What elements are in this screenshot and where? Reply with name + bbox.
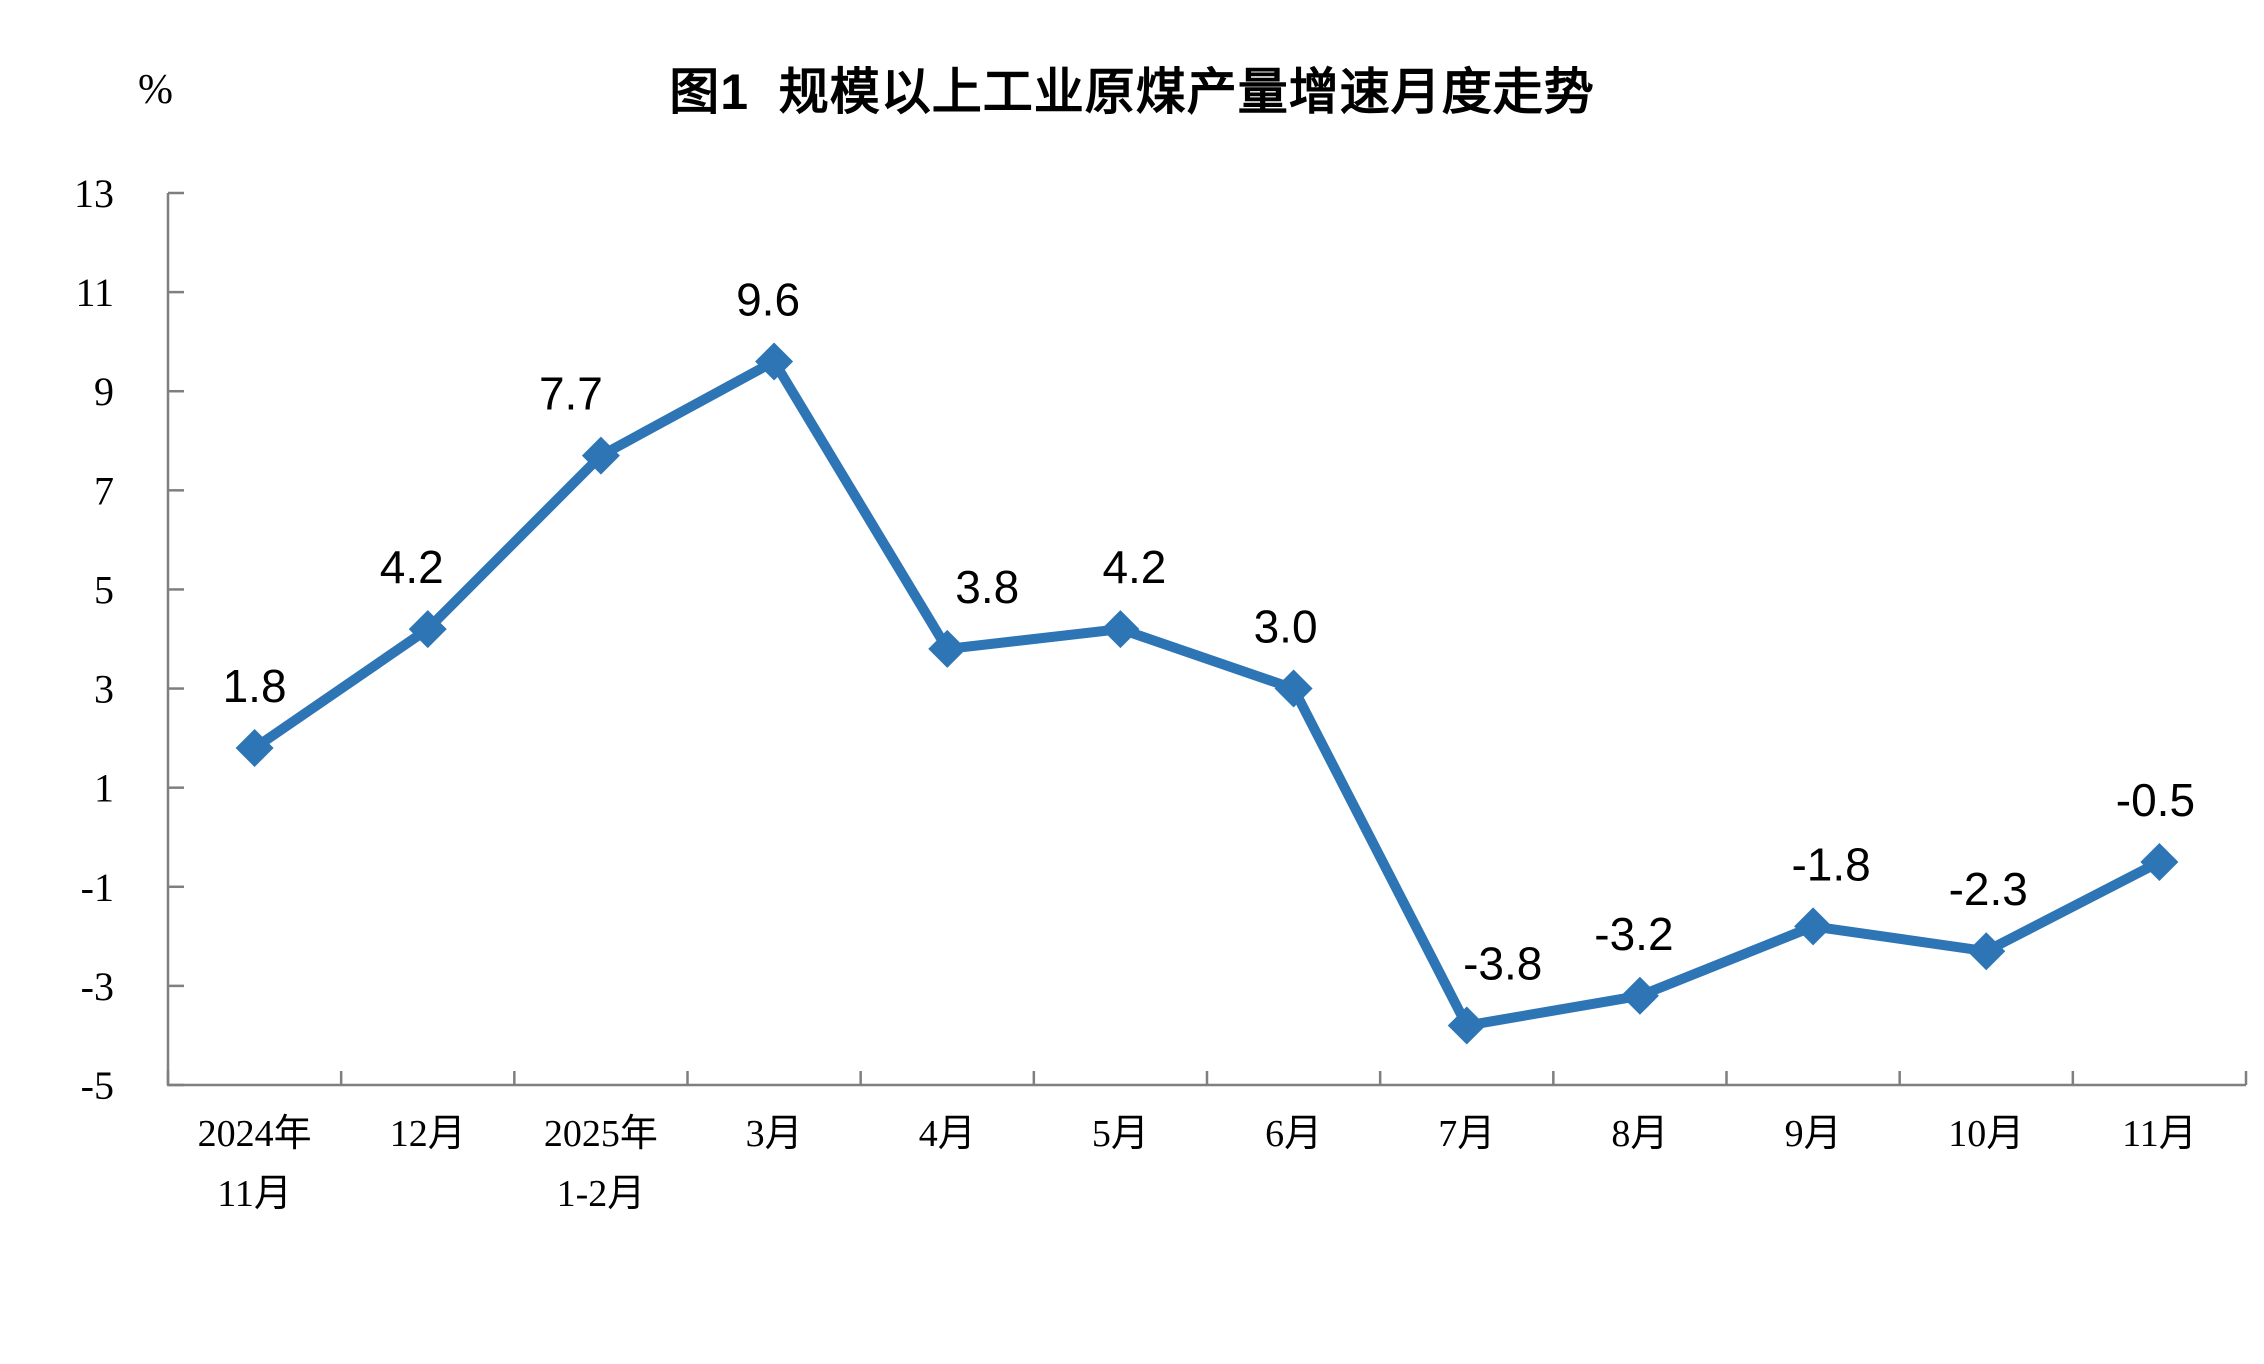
x-axis-category-label: 6月 xyxy=(1265,1113,1322,1155)
x-axis-category-label: 7月 xyxy=(1438,1113,1495,1155)
data-point-label: -1.8 xyxy=(1791,838,1870,890)
data-point-label: 7.7 xyxy=(539,368,603,420)
data-point-marker xyxy=(581,436,620,475)
y-axis-tick-label: 13 xyxy=(74,171,114,216)
data-point-label: -2.3 xyxy=(1949,863,2028,915)
y-axis-unit-label: % xyxy=(138,67,173,113)
x-axis-category-label: 11月 xyxy=(217,1173,292,1215)
x-axis-category-label: 2024年 xyxy=(198,1113,312,1155)
data-point-label: 4.2 xyxy=(380,541,444,593)
y-axis-tick-label: 9 xyxy=(94,369,114,414)
y-axis-tick-label: 11 xyxy=(75,270,114,315)
data-point-marker xyxy=(928,629,967,668)
data-point-label: 3.0 xyxy=(1254,601,1318,653)
y-axis-tick-label: -3 xyxy=(81,964,114,1009)
data-point-label: 9.6 xyxy=(736,273,800,325)
y-axis-tick-label: 5 xyxy=(94,567,114,612)
chart-title: 图1 规模以上工业原煤产量增速月度走势 xyxy=(669,64,1595,120)
x-axis-category-label: 1-2月 xyxy=(557,1173,646,1215)
y-axis-tick-label: -5 xyxy=(81,1063,114,1108)
data-point-marker xyxy=(1447,1006,1486,1045)
data-point-marker xyxy=(1967,932,2006,971)
x-axis-category-label: 3月 xyxy=(746,1113,803,1155)
data-point-marker xyxy=(1794,907,1833,946)
data-point-marker xyxy=(408,610,447,649)
y-axis-tick-label: 1 xyxy=(94,766,114,811)
y-axis-tick-label: 7 xyxy=(94,468,114,513)
data-point-label: -3.2 xyxy=(1594,908,1673,960)
data-point-marker xyxy=(2140,843,2179,881)
data-point-label: 4.2 xyxy=(1102,541,1166,593)
x-axis-category-label: 5月 xyxy=(1092,1113,1149,1155)
data-point-label: 1.8 xyxy=(223,660,287,712)
series-line xyxy=(249,356,2165,1031)
data-point-marker xyxy=(1274,669,1313,708)
data-point-marker xyxy=(755,342,794,381)
x-axis-category-label: 11月 xyxy=(2122,1113,2197,1155)
y-axis-tick-label: -1 xyxy=(81,865,114,910)
data-point-label: -3.8 xyxy=(1463,938,1542,990)
data-point-marker xyxy=(1620,976,1659,1015)
data-point-label: 3.8 xyxy=(955,561,1019,613)
y-axis-tick-label: 3 xyxy=(94,667,114,712)
data-point-marker xyxy=(235,729,274,768)
x-axis-category-label: 9月 xyxy=(1785,1113,1842,1155)
x-axis-category-label: 4月 xyxy=(919,1113,976,1155)
data-point-label: -0.5 xyxy=(2116,774,2195,826)
x-axis-category-label: 2025年 xyxy=(544,1113,658,1155)
x-axis-category-label: 10月 xyxy=(1948,1113,2024,1155)
data-point-marker xyxy=(1101,610,1140,649)
x-axis-category-label: 12月 xyxy=(390,1113,466,1155)
x-axis-category-label: 8月 xyxy=(1611,1113,1668,1155)
